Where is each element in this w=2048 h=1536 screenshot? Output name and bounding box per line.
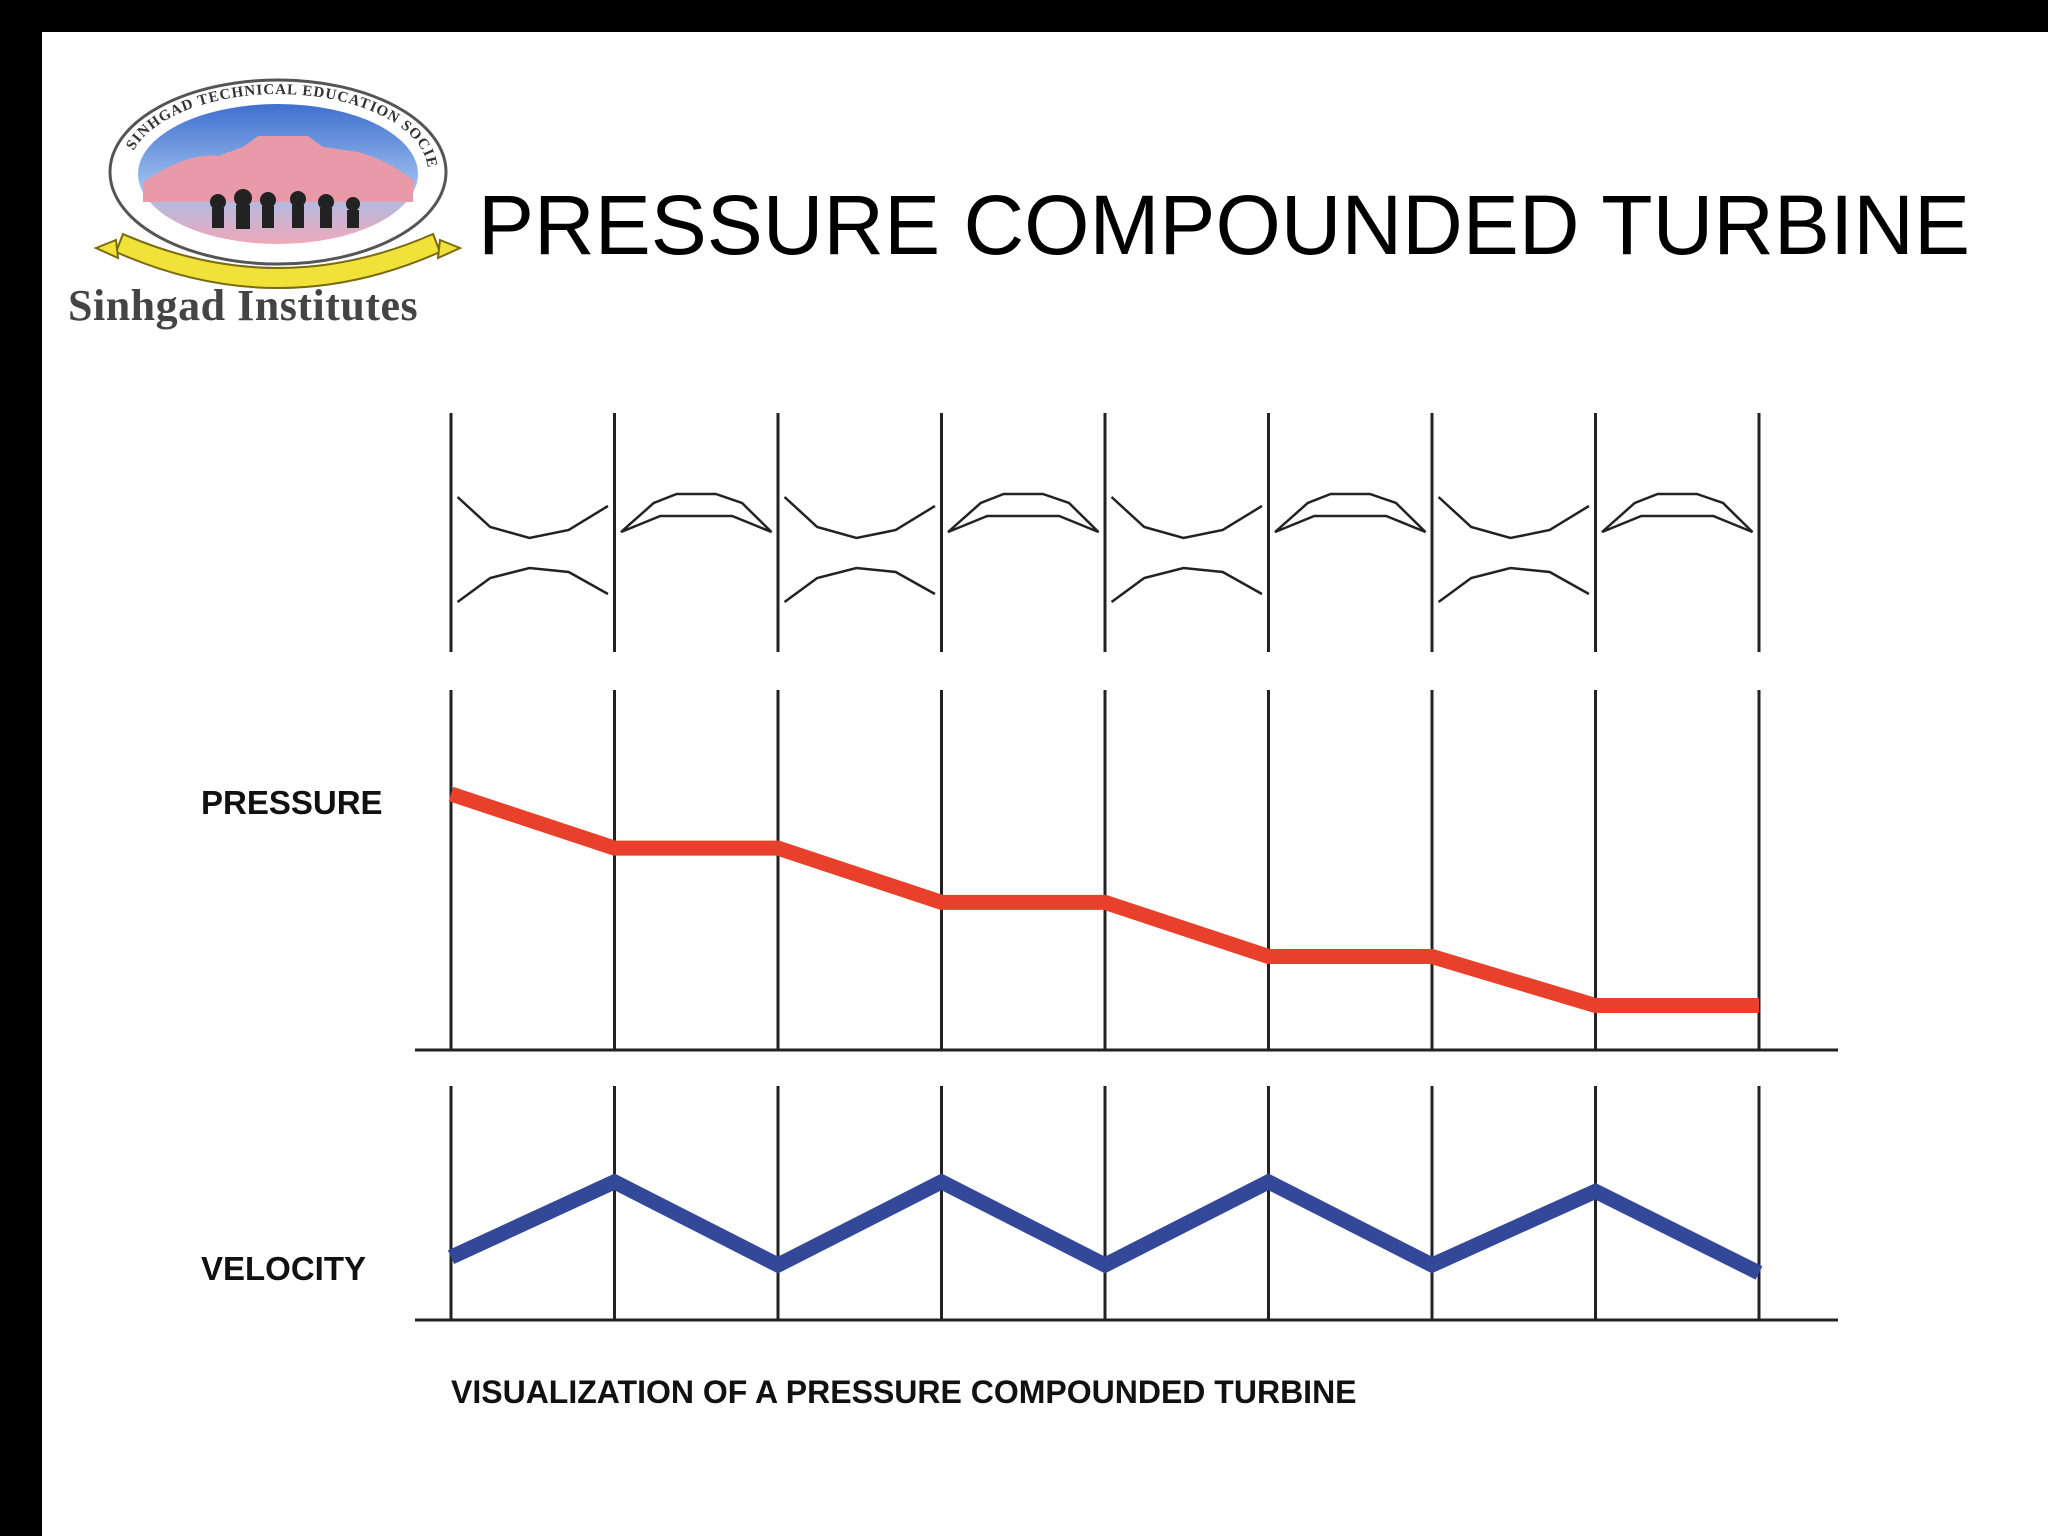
pressure-label: PRESSURE [201,784,383,821]
nozzle-shape [1437,566,1590,604]
logo-name: Sinhgad Institutes [68,281,419,330]
nozzle-shape [783,566,936,604]
velocity-line [447,1173,1763,1280]
sinhgad-logo-emblem: SINHGAD TECHNICAL EDUCATION SOCIETY, PUN… [68,52,463,289]
stage-dividers [449,413,1761,1320]
slide-title: PRESSURE COMPOUNDED TURBINE [478,178,1970,272]
diagram-caption: VISUALIZATION OF A PRESSURE COMPOUNDED T… [451,1374,1357,1410]
nozzle-shape [1110,496,1263,540]
turbine-diagram [415,413,1838,1322]
blade-shape [947,492,1100,534]
blade-shape [620,492,773,534]
stage-shapes [456,492,1754,604]
nozzle-shape [783,496,936,540]
velocity-label: VELOCITY [201,1250,367,1287]
nozzle-shape [1437,496,1590,540]
nozzle-shape [456,566,609,604]
blade-shape [1274,492,1427,534]
nozzle-shape [1110,566,1263,604]
pressure-line [448,786,1759,1014]
slide: SINHGAD TECHNICAL EDUCATION SOCIETY, PUN… [42,32,2048,1536]
blade-shape [1601,492,1754,534]
nozzle-shape [456,496,609,540]
